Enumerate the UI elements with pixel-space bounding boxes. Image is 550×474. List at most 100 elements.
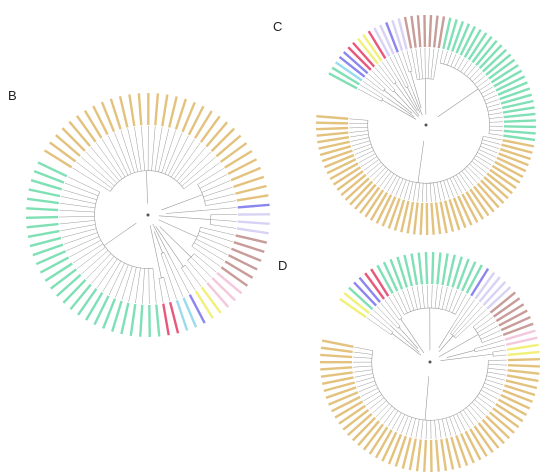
leaf-branch bbox=[373, 309, 391, 326]
leaf-label-violet bbox=[385, 22, 399, 53]
leaf-label-gold bbox=[331, 395, 361, 413]
leaf-branch bbox=[349, 118, 368, 121]
leaf-label-cyan bbox=[175, 299, 189, 331]
leaf-branch bbox=[369, 397, 385, 410]
leaf-branch bbox=[474, 339, 504, 350]
leaf-branch bbox=[434, 420, 437, 439]
leaf-label-gold bbox=[128, 94, 136, 127]
leaf-label-lavender bbox=[478, 276, 501, 303]
leaf-label-gold bbox=[465, 191, 485, 220]
leaf-label-violet bbox=[353, 281, 378, 307]
leaf-branch bbox=[85, 151, 118, 184]
leaf-label-yellow bbox=[339, 297, 367, 319]
leaf-label-gold bbox=[219, 142, 248, 163]
leaf-label-green bbox=[461, 261, 477, 292]
leaf-branch bbox=[449, 177, 459, 196]
leaf-branch bbox=[101, 138, 126, 178]
leaf-branch bbox=[385, 59, 399, 79]
leaf-label-gold bbox=[505, 379, 538, 390]
leaf-label-gold bbox=[334, 400, 364, 419]
leaf-label-gold bbox=[230, 166, 262, 182]
leaf-label-green bbox=[495, 75, 526, 92]
leaf-label-gold bbox=[319, 145, 352, 157]
leaf-branch bbox=[415, 48, 421, 80]
leaf-label-gold bbox=[320, 371, 353, 378]
leaf-label-pink bbox=[370, 268, 390, 297]
leaf-branch bbox=[158, 128, 170, 172]
leaf-branch bbox=[486, 375, 505, 381]
leaf-label-gold bbox=[486, 172, 513, 195]
leaf-branch bbox=[466, 407, 479, 423]
leaf-branch bbox=[194, 253, 217, 273]
leaf-branch bbox=[164, 132, 183, 175]
leaf-label-gold bbox=[368, 426, 389, 455]
leaf-label-gold bbox=[154, 93, 160, 126]
leaf-branch bbox=[190, 256, 212, 278]
leaf-branch bbox=[476, 396, 493, 408]
leaf-label-gold bbox=[481, 418, 505, 445]
leaf-label-pink bbox=[168, 301, 180, 334]
leaf-label-gold bbox=[187, 105, 205, 136]
leaf-branch bbox=[387, 410, 399, 427]
leaf-branch bbox=[205, 200, 236, 206]
leaf-branch bbox=[196, 238, 228, 255]
internal-branch bbox=[384, 89, 413, 114]
leaf-label-green bbox=[503, 134, 536, 142]
leaf-branch bbox=[411, 287, 418, 310]
leaf-branch bbox=[148, 268, 150, 304]
leaf-branch bbox=[114, 132, 132, 174]
leaf-label-green bbox=[455, 23, 471, 54]
leaf-label-green bbox=[396, 256, 409, 288]
internal-branch bbox=[446, 350, 475, 358]
internal-branch bbox=[417, 140, 425, 183]
leaf-label-gold bbox=[316, 126, 349, 131]
leaf-branch bbox=[410, 418, 416, 437]
leaf-label-gold bbox=[328, 391, 359, 406]
leaf-label-pink bbox=[367, 30, 387, 60]
leaf-label-green bbox=[37, 161, 68, 178]
leaf-branch bbox=[361, 387, 378, 397]
leaf-label-gold bbox=[340, 173, 367, 197]
leaf-branch bbox=[121, 266, 133, 301]
leaf-branch bbox=[358, 384, 377, 393]
leaf-branch bbox=[411, 49, 418, 80]
leaf-label-gold bbox=[83, 109, 103, 139]
leaf-label-gold bbox=[477, 422, 500, 449]
leaf-branch bbox=[450, 54, 457, 67]
leaf-label-gold bbox=[362, 423, 385, 451]
leaf-branch bbox=[446, 179, 454, 197]
leaf-label-gold bbox=[55, 134, 81, 157]
leaf-label-violet bbox=[237, 203, 270, 209]
leaf-branch bbox=[357, 88, 382, 102]
leaf-branch bbox=[80, 156, 115, 187]
leaf-branch bbox=[356, 150, 374, 159]
leaf-label-gold bbox=[496, 156, 527, 173]
leaf-branch bbox=[443, 180, 450, 199]
leaf-label-gold bbox=[235, 184, 267, 195]
internal-branch bbox=[391, 333, 421, 356]
leaf-label-lavender bbox=[237, 220, 270, 226]
leaf-branch bbox=[471, 160, 487, 174]
leaf-branch bbox=[349, 126, 368, 129]
leaf-label-gold bbox=[109, 98, 122, 130]
leaf-branch bbox=[160, 253, 177, 300]
leaf-label-gold bbox=[393, 199, 406, 231]
leaf-branch bbox=[402, 290, 411, 312]
leaf-branch bbox=[91, 256, 115, 284]
leaf-label-gold bbox=[316, 131, 349, 137]
clade-arc bbox=[191, 227, 201, 247]
leaf-label-gold bbox=[464, 430, 482, 461]
internal-branch bbox=[438, 335, 454, 352]
leaf-branch bbox=[173, 142, 201, 180]
panel-c-label: C bbox=[273, 19, 283, 34]
leaf-branch bbox=[376, 306, 399, 329]
leaf-label-green bbox=[478, 44, 503, 70]
leaf-branch bbox=[391, 176, 401, 194]
leaf-branch bbox=[62, 189, 97, 200]
clade-arc bbox=[397, 326, 401, 329]
leaf-branch bbox=[475, 344, 506, 353]
leaf-branch bbox=[471, 402, 486, 416]
leaf-branch bbox=[176, 147, 206, 182]
